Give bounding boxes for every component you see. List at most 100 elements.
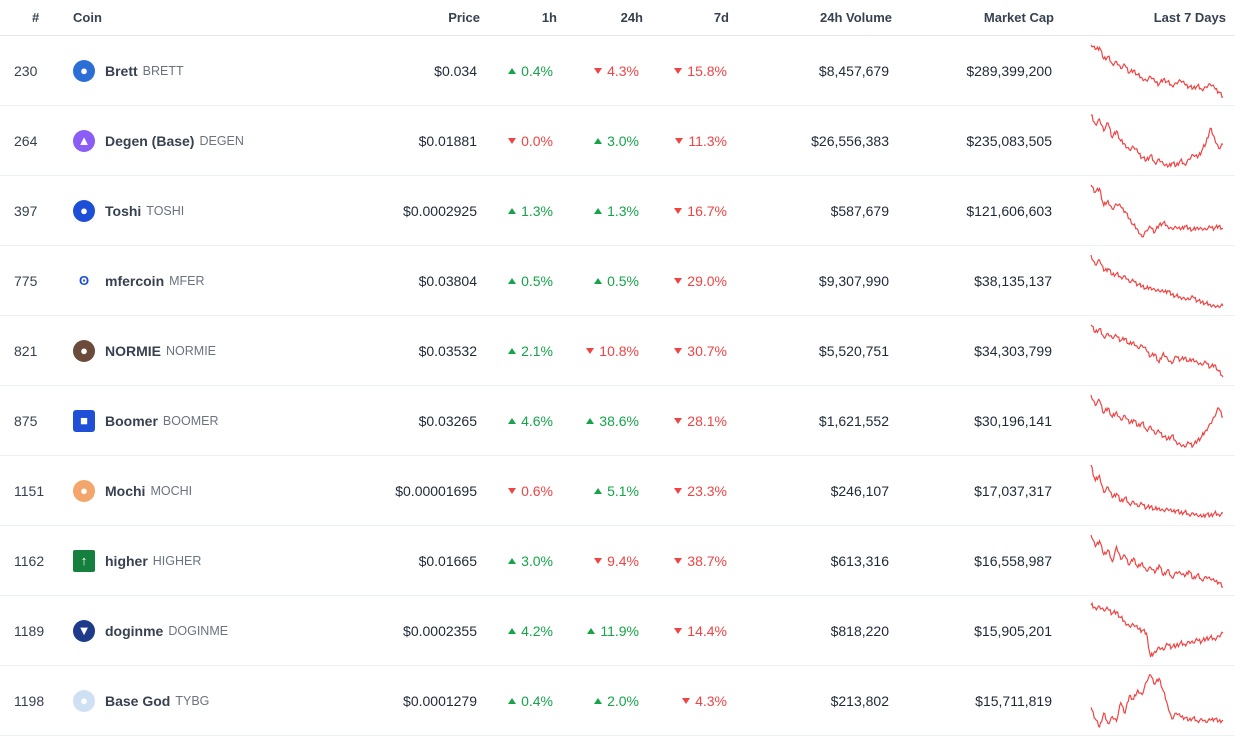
caret-up-icon bbox=[594, 487, 603, 494]
change-24h-text: 9.4% bbox=[607, 552, 639, 569]
table-body: 230 ● Brett BRETT $0.034 0.4% 4.3% 15.8%… bbox=[0, 36, 1235, 736]
change-24h-text: 1.3% bbox=[607, 202, 639, 219]
coin-name[interactable]: Brett bbox=[105, 62, 138, 79]
coin-link[interactable]: ↑ higher HIGHER bbox=[73, 526, 201, 595]
caret-up-icon bbox=[508, 417, 517, 424]
change-24h-value: 3.0% bbox=[594, 133, 639, 149]
coin-link[interactable]: ● Base God TYBG bbox=[73, 666, 209, 735]
coin-price: $0.03804 bbox=[418, 272, 477, 289]
change-7d-value: 16.7% bbox=[674, 203, 727, 219]
change-7d: 30.7% bbox=[674, 316, 727, 385]
volume-24h: $26,556,383 bbox=[811, 132, 889, 149]
coin-link[interactable]: ● Brett BRETT bbox=[73, 36, 184, 105]
change-7d-value: 23.3% bbox=[674, 483, 727, 499]
caret-up-icon bbox=[594, 277, 603, 284]
coin-rank: 264 bbox=[14, 132, 38, 149]
coin-link[interactable]: ● NORMIE NORMIE bbox=[73, 316, 216, 385]
caret-up-icon bbox=[508, 557, 517, 564]
change-1h: 2.1% bbox=[508, 316, 553, 385]
coin-name[interactable]: higher bbox=[105, 552, 148, 569]
sparkline-line bbox=[1090, 394, 1224, 449]
coin-name[interactable]: doginme bbox=[105, 622, 164, 639]
normie-icon: ● bbox=[73, 339, 95, 362]
coin-name[interactable]: NORMIE bbox=[105, 342, 161, 359]
table-row[interactable]: 1162 ↑ higher HIGHER $0.01665 3.0% 9.4% … bbox=[0, 526, 1235, 596]
table-row[interactable]: 1151 ● Mochi MOCHI $0.00001695 0.6% 5.1%… bbox=[0, 456, 1235, 526]
change-24h-text: 11.9% bbox=[600, 622, 639, 639]
table-row[interactable]: 230 ● Brett BRETT $0.034 0.4% 4.3% 15.8%… bbox=[0, 36, 1235, 106]
caret-up-icon bbox=[586, 417, 595, 424]
coin-rank: 775 bbox=[14, 272, 38, 289]
coin-link[interactable]: ● Mochi MOCHI bbox=[73, 456, 192, 525]
change-7d-text: 23.3% bbox=[687, 482, 727, 499]
market-cap: $38,135,137 bbox=[974, 272, 1052, 289]
market-cap: $235,083,505 bbox=[966, 132, 1052, 149]
coin-link[interactable]: ● Toshi TOSHI bbox=[73, 176, 184, 245]
sparkline-chart bbox=[1090, 464, 1224, 519]
coin-symbol: NORMIE bbox=[166, 343, 216, 358]
table-row[interactable]: 264 ▲ Degen (Base) DEGEN $0.01881 0.0% 3… bbox=[0, 106, 1235, 176]
coin-symbol: MOCHI bbox=[150, 483, 193, 498]
header-24h[interactable]: 24h bbox=[620, 10, 643, 25]
change-7d: 16.7% bbox=[674, 176, 727, 245]
coin-price: $0.0002925 bbox=[403, 202, 477, 219]
coin-rank: 875 bbox=[14, 412, 38, 429]
table-row[interactable]: 821 ● NORMIE NORMIE $0.03532 2.1% 10.8% … bbox=[0, 316, 1235, 386]
change-1h-value: 4.6% bbox=[508, 413, 553, 429]
sparkline-line bbox=[1090, 324, 1224, 377]
coin-name[interactable]: Degen (Base) bbox=[105, 132, 195, 149]
change-7d-value: 38.7% bbox=[674, 553, 727, 569]
header-price[interactable]: Price bbox=[448, 10, 480, 25]
header-coin[interactable]: Coin bbox=[73, 10, 102, 25]
change-1h-text: 3.0% bbox=[521, 552, 553, 569]
coin-price: $0.00001695 bbox=[395, 482, 477, 499]
change-7d-value: 15.8% bbox=[674, 63, 727, 79]
change-1h-value: 3.0% bbox=[508, 553, 553, 569]
coin-name[interactable]: Toshi bbox=[105, 202, 142, 219]
sparkline-chart bbox=[1090, 324, 1224, 377]
header-market-cap[interactable]: Market Cap bbox=[983, 10, 1054, 25]
coin-link[interactable]: ▲ Degen (Base) DEGEN bbox=[73, 106, 244, 175]
header-volume[interactable]: 24h Volume bbox=[819, 10, 892, 25]
coin-link[interactable]: ▼ doginme DOGINME bbox=[73, 596, 228, 665]
table-row[interactable]: 875 ■ Boomer BOOMER $0.03265 4.6% 38.6% … bbox=[0, 386, 1235, 456]
coin-name[interactable]: Base God bbox=[105, 692, 171, 709]
change-1h: 0.6% bbox=[508, 456, 553, 525]
change-1h-text: 0.4% bbox=[521, 692, 553, 709]
change-1h-text: 2.1% bbox=[521, 342, 553, 359]
caret-down-icon bbox=[594, 67, 603, 74]
boomer-icon: ■ bbox=[73, 409, 95, 432]
coin-name[interactable]: mfercoin bbox=[105, 272, 165, 289]
table-row[interactable]: 397 ● Toshi TOSHI $0.0002925 1.3% 1.3% 1… bbox=[0, 176, 1235, 246]
coin-name[interactable]: Mochi bbox=[105, 482, 146, 499]
change-1h-text: 4.2% bbox=[521, 622, 553, 639]
header-1h[interactable]: 1h bbox=[541, 10, 557, 25]
change-7d-text: 30.7% bbox=[687, 342, 727, 359]
coin-price: $0.034 bbox=[434, 62, 477, 79]
table-row[interactable]: 1189 ▼ doginme DOGINME $0.0002355 4.2% 1… bbox=[0, 596, 1235, 666]
coin-price: $0.01881 bbox=[418, 132, 477, 149]
change-1h: 3.0% bbox=[508, 526, 553, 595]
change-1h-value: 0.0% bbox=[508, 133, 553, 149]
caret-down-icon bbox=[674, 67, 683, 74]
table-row[interactable]: 775 ʘ mfercoin MFER $0.03804 0.5% 0.5% 2… bbox=[0, 246, 1235, 316]
coin-link[interactable]: ■ Boomer BOOMER bbox=[73, 386, 218, 455]
table-row[interactable]: 1198 ● Base God TYBG $0.0001279 0.4% 2.0… bbox=[0, 666, 1235, 736]
header-rank[interactable]: # bbox=[32, 10, 40, 25]
coin-symbol: DOGINME bbox=[168, 623, 229, 638]
change-24h: 3.0% bbox=[594, 106, 639, 175]
sparkline-chart bbox=[1090, 601, 1224, 657]
change-24h-value: 9.4% bbox=[594, 553, 639, 569]
caret-up-icon bbox=[508, 67, 517, 74]
coin-name[interactable]: Boomer bbox=[105, 412, 158, 429]
change-24h-text: 0.5% bbox=[607, 272, 639, 289]
header-7d[interactable]: 7d bbox=[713, 10, 729, 25]
change-7d-text: 11.3% bbox=[688, 132, 727, 149]
market-cap: $289,399,200 bbox=[966, 62, 1052, 79]
caret-down-icon bbox=[674, 557, 683, 564]
coin-symbol: HIGHER bbox=[152, 553, 202, 568]
change-7d-text: 38.7% bbox=[687, 552, 727, 569]
change-1h: 0.5% bbox=[508, 246, 553, 315]
change-1h-value: 2.1% bbox=[508, 343, 553, 359]
coin-link[interactable]: ʘ mfercoin MFER bbox=[73, 246, 205, 315]
